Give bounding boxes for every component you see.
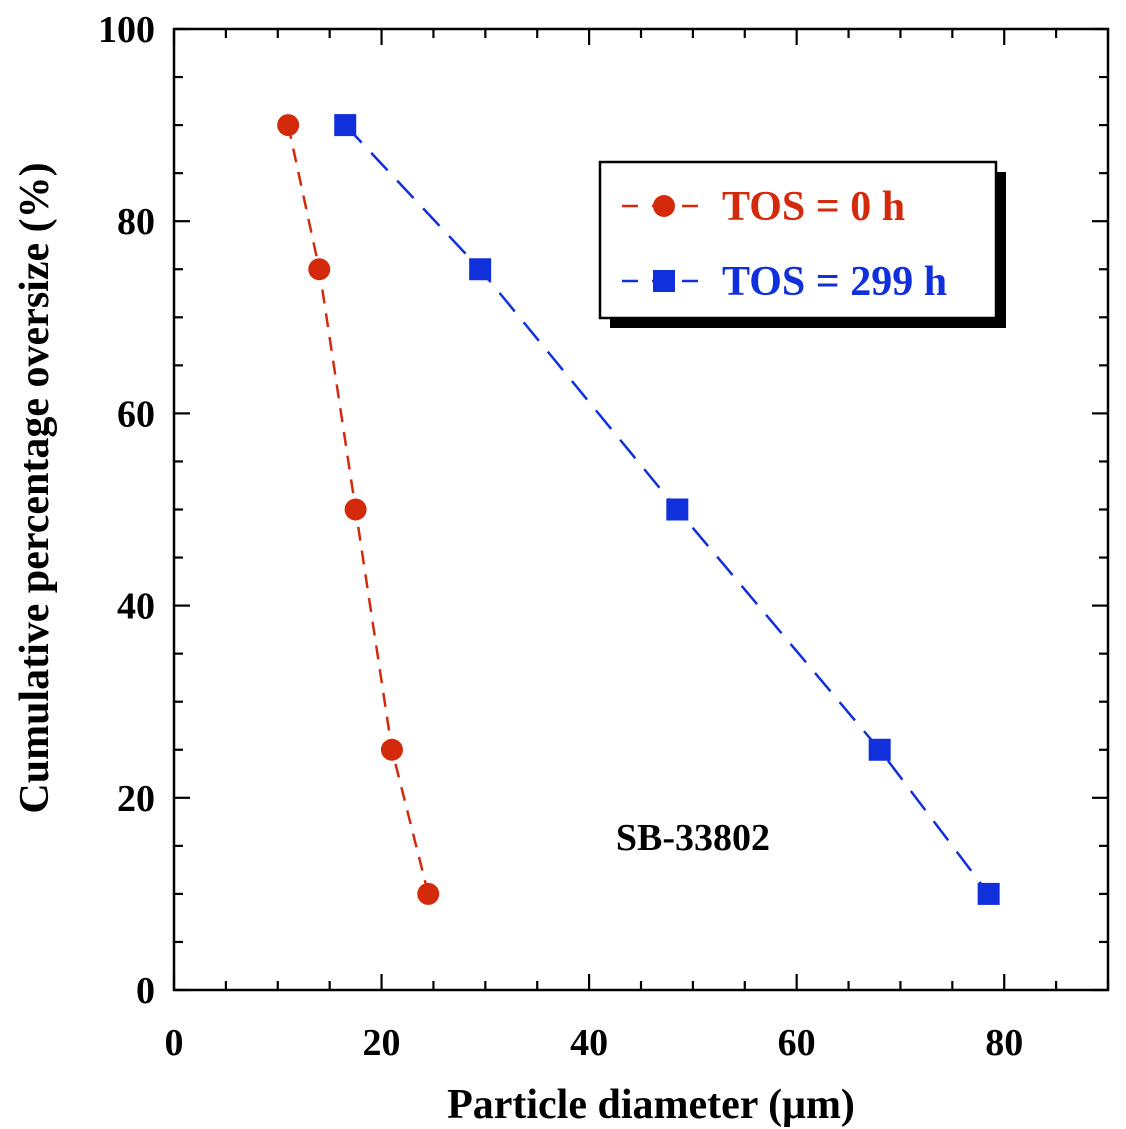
legend-marker: [653, 270, 675, 292]
x-tick-label: 0: [165, 1022, 184, 1064]
axis-ticks: [172, 27, 1110, 992]
data-point: [334, 114, 357, 137]
data-point: [344, 498, 367, 521]
legend-item-2: TOS = 299 h: [622, 259, 947, 305]
y-axis-title: Cumulative percentage oversize (%): [12, 162, 58, 813]
x-axis-title: Particle diameter (μm): [447, 1082, 855, 1128]
sample-annotation: SB-33802: [616, 817, 770, 859]
x-tick-label: 40: [570, 1022, 608, 1064]
legend-marker: [653, 195, 675, 217]
series-2: [334, 114, 1000, 905]
data-point: [308, 258, 331, 281]
x-tick-label: 60: [778, 1022, 816, 1064]
y-tick-label: 20: [117, 778, 155, 820]
y-tick-label: 100: [98, 9, 155, 51]
y-tick-label: 0: [136, 970, 155, 1012]
series-layer: [277, 114, 1000, 905]
data-point: [380, 738, 403, 761]
series-1: [277, 114, 440, 905]
data-point: [277, 114, 300, 137]
data-point: [868, 738, 891, 761]
legend: TOS = 0 h TOS = 299 h: [598, 160, 1006, 328]
x-tick-label: 20: [363, 1022, 401, 1064]
data-point: [417, 882, 440, 905]
legend-label: TOS = 0 h: [722, 184, 905, 230]
y-tick-label: 80: [117, 201, 155, 243]
x-tick-label: 80: [985, 1022, 1023, 1064]
data-point: [977, 882, 1000, 905]
y-tick-label: 40: [117, 586, 155, 628]
y-tick-label: 60: [117, 393, 155, 435]
legend-items: TOS = 0 h TOS = 299 h: [622, 184, 947, 305]
legend-item-1: TOS = 0 h: [622, 184, 905, 230]
data-point: [666, 498, 689, 521]
legend-label: TOS = 299 h: [722, 259, 947, 305]
data-point: [469, 258, 492, 281]
tick-labels: 0 20 40 60 80 0 20 40 60 80 100: [98, 9, 1023, 1064]
